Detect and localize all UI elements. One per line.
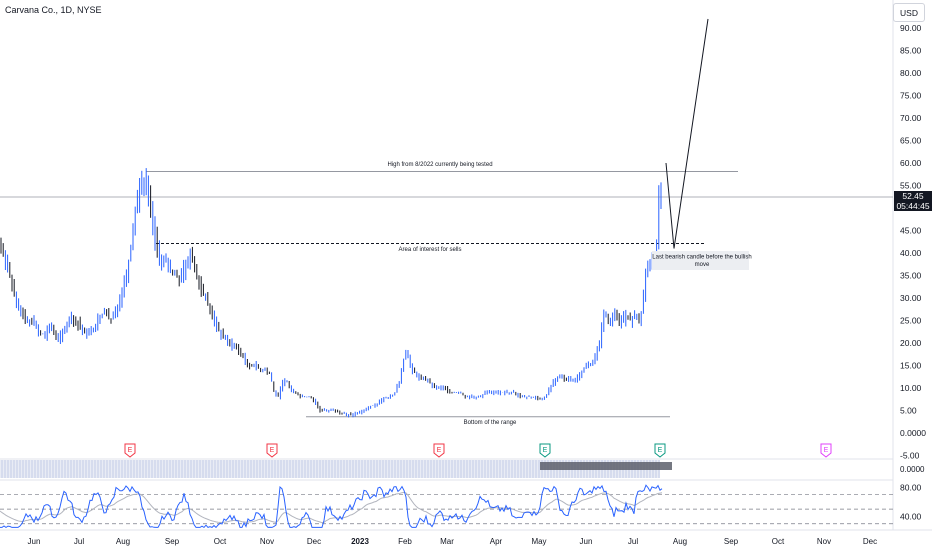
earnings-marker: E <box>266 443 278 458</box>
time-tick-label: Oct <box>214 537 227 546</box>
time-tick-label: Jul <box>74 537 84 546</box>
bar-countdown: 05:44:45 <box>896 201 930 211</box>
price-tick-label: 40.00 <box>900 248 922 258</box>
price-tick-label: 0.0000 <box>900 428 926 438</box>
indicator-strip <box>0 460 672 478</box>
rsi-pane[interactable]: 80.00 40.00 <box>0 482 922 529</box>
earnings-marker: E <box>654 443 666 458</box>
price-tick-label: 5.00 <box>900 406 917 416</box>
rsi-tick-label: 80.00 <box>900 482 922 492</box>
projection-path <box>665 18 709 249</box>
time-tick-label: Jun <box>28 537 41 546</box>
earnings-marker-label: E <box>270 447 275 454</box>
price-tick-label: 75.00 <box>900 91 922 101</box>
time-tick-label: Nov <box>817 537 831 546</box>
price-tick-label: 20.00 <box>900 338 922 348</box>
last-price-tag: 52.45 05:44:45 <box>894 191 932 211</box>
earnings-marker-label: E <box>824 447 829 454</box>
time-tick-label: Aug <box>116 537 130 546</box>
price-tick-label: 15.00 <box>900 361 922 371</box>
earnings-marker: E <box>124 443 136 458</box>
rsi-tick-label: 40.00 <box>900 511 922 521</box>
price-tick-label: 65.00 <box>900 136 922 146</box>
time-tick-label: Feb <box>398 537 412 546</box>
candle-note-line1: Last bearish candle before the bullish <box>652 255 751 261</box>
earnings-marker-label: E <box>128 447 133 454</box>
earnings-marker-shape <box>820 443 832 458</box>
candle-note-line2: move <box>695 262 710 268</box>
earnings-marker-shape <box>124 443 136 458</box>
time-tick-label: Aug <box>673 537 687 546</box>
annotation-bottom[interactable]: Bottom of the range <box>464 420 517 426</box>
price-tick-label: 55.00 <box>900 181 922 191</box>
earnings-marker-shape <box>266 443 278 458</box>
earnings-marker-label: E <box>543 447 548 454</box>
annotation-interest[interactable]: Area of interest for sells <box>398 247 461 253</box>
price-tick-label: 90.00 <box>900 23 922 33</box>
time-tick-label: Dec <box>307 537 321 546</box>
earnings-marker: E <box>539 443 551 458</box>
earnings-marker-label: E <box>437 447 442 454</box>
last-price: 52.45 <box>902 191 924 201</box>
rsi-ma-line <box>0 491 663 524</box>
time-axis[interactable]: Jun Jul Aug Sep Oct Nov Dec 2023 Feb Mar Apr May Jun… <box>28 537 878 546</box>
earnings-marker-shape <box>433 443 445 458</box>
price-tick-label: 80.00 <box>900 68 922 78</box>
price-tick-label: 70.00 <box>900 113 922 123</box>
time-tick-label: Jun <box>580 537 593 546</box>
currency-button[interactable]: USD <box>893 3 925 22</box>
time-tick-label: Mar <box>440 537 454 546</box>
time-tick-label: Sep <box>165 537 180 546</box>
price-tick-label: 60.00 <box>900 158 922 168</box>
time-tick-label: Dec <box>863 537 877 546</box>
price-tick-label: -5.00 <box>900 451 920 461</box>
projection-lines[interactable] <box>665 18 709 249</box>
time-tick-label: May <box>531 537 546 546</box>
price-tick-label: 10.00 <box>900 383 922 393</box>
symbol-title[interactable]: Carvana Co., 1D, NYSE <box>5 5 102 15</box>
candle-note-box[interactable] <box>652 251 749 270</box>
time-tick-label: Jul <box>628 537 638 546</box>
price-tick-label: 35.00 <box>900 271 922 281</box>
time-tick-label: Oct <box>772 537 785 546</box>
earnings-marker-shape <box>654 443 666 458</box>
earnings-marker: E <box>433 443 445 458</box>
time-tick-label: Apr <box>490 537 503 546</box>
price-tick-label: 25.00 <box>900 316 922 326</box>
time-tick-label: 2023 <box>351 537 369 546</box>
price-tick-label: 45.00 <box>900 226 922 236</box>
time-tick-label: Sep <box>724 537 739 546</box>
price-tick-label: 85.00 <box>900 46 922 56</box>
price-tick-label: 30.00 <box>900 293 922 303</box>
price-axis[interactable]: 90.00 85.00 80.00 75.00 70.00 65.00 60.00 55.00… <box>900 23 926 461</box>
earnings-marker-shape <box>539 443 551 458</box>
level-lines <box>0 171 893 418</box>
earnings-marker: E <box>820 443 832 458</box>
time-tick-label: Nov <box>260 537 274 546</box>
annotation-high[interactable]: High from 8/2022 currently being tested <box>387 162 492 168</box>
price-bars <box>0 168 662 418</box>
earnings-marker-label: E <box>658 447 663 454</box>
indicator-axis-label: 0.0000 <box>900 465 925 474</box>
rsi-line <box>0 484 663 529</box>
